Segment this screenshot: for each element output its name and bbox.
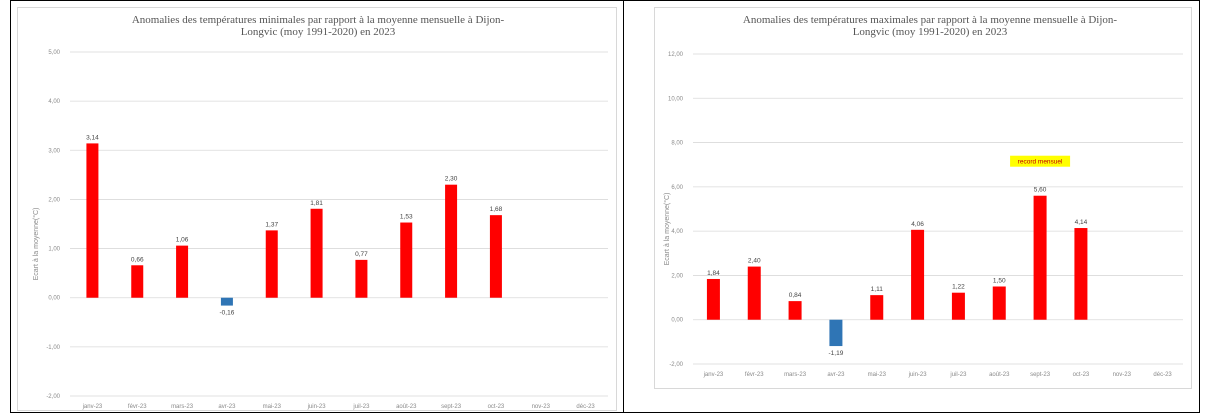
x-tick-label: févr-23 <box>745 372 764 378</box>
x-tick-label: mai-23 <box>868 372 887 378</box>
data-label: 5,60 <box>1034 187 1047 194</box>
bar <box>489 215 502 298</box>
chart-max-temperature: Anomalies des températures maximales par… <box>663 14 1183 378</box>
y-tick-label: 8,00 <box>671 141 683 147</box>
x-tick-label: oct-23 <box>1073 372 1090 378</box>
x-tick-label: avr-23 <box>827 372 845 378</box>
data-label: 0,77 <box>355 251 368 258</box>
x-tick-label: déc-23 <box>576 404 595 410</box>
x-tick-label: août-23 <box>396 404 417 410</box>
data-label: 1,37 <box>265 221 278 228</box>
x-tick-label: juil-23 <box>352 404 370 410</box>
y-axis-label: Ecart à la moyenne(°C) <box>32 208 40 281</box>
y-tick-label: 0,00 <box>48 296 60 302</box>
y-tick-label: 1,00 <box>48 247 60 253</box>
x-tick-label: mars-23 <box>784 372 807 378</box>
data-label: 1,22 <box>952 284 965 291</box>
x-tick-label: janv-23 <box>703 372 724 378</box>
data-label: -0,16 <box>220 310 235 317</box>
chart-title-line: Longvic (moy 1991-2020) en 2023 <box>853 26 1008 38</box>
x-tick-label: avr-23 <box>218 404 236 410</box>
y-tick-label: 6,00 <box>671 185 683 191</box>
y-tick-label: 2,00 <box>48 197 60 203</box>
x-tick-label: janv-23 <box>82 404 103 410</box>
bar <box>911 229 925 320</box>
x-tick-label: juil-23 <box>949 372 967 378</box>
data-label: 1,11 <box>871 286 884 293</box>
y-tick-label: 10,00 <box>668 96 684 102</box>
bar <box>355 259 368 298</box>
x-tick-label: mai-23 <box>263 404 282 410</box>
bar <box>310 208 323 298</box>
record-annotation: record mensuel <box>1010 155 1071 167</box>
x-tick-label: sept-23 <box>1030 372 1051 378</box>
y-tick-label: 0,00 <box>671 318 683 324</box>
x-tick-label: mars-23 <box>171 404 194 410</box>
chart-min-temperature: Anomalies des températures minimales par… <box>32 14 608 410</box>
y-tick-label: 4,00 <box>671 229 683 235</box>
chart-title-line: Anomalies des températures minimales par… <box>132 14 505 26</box>
data-label: 4,06 <box>911 221 924 228</box>
bar <box>992 286 1006 320</box>
x-tick-label: févr-23 <box>128 404 147 410</box>
y-tick-label: -1,00 <box>46 345 60 351</box>
chart-max-temperature-frame: Anomalies des températures maximales par… <box>654 7 1192 389</box>
bar <box>829 319 843 347</box>
right-table-cell: Anomalies des températures maximales par… <box>624 0 1200 413</box>
data-label: 0,66 <box>131 256 144 263</box>
bar <box>747 266 761 320</box>
bar <box>951 292 965 320</box>
x-tick-label: sept-23 <box>441 404 462 410</box>
x-tick-label: nov-23 <box>1113 372 1132 378</box>
x-tick-label: déc-23 <box>1153 372 1172 378</box>
x-tick-label: juin-23 <box>307 404 327 410</box>
y-tick-label: 12,00 <box>668 52 684 58</box>
annotation-label: record mensuel <box>1018 159 1063 166</box>
data-label: 4,14 <box>1075 219 1088 226</box>
y-tick-label: 2,00 <box>671 273 683 279</box>
data-label: 1,84 <box>707 270 720 277</box>
y-tick-label: -2,00 <box>669 362 683 368</box>
bar <box>870 295 884 320</box>
data-label: 2,40 <box>748 258 761 265</box>
y-tick-label: 5,00 <box>48 50 60 56</box>
y-tick-label: 4,00 <box>48 99 60 105</box>
bar <box>1074 228 1088 320</box>
y-axis-label: Ecart à la moyenne(°C) <box>663 193 671 266</box>
data-label: 2,30 <box>445 176 458 183</box>
x-tick-label: oct-23 <box>488 404 505 410</box>
chart-title-line: Anomalies des températures maximales par… <box>743 14 1118 26</box>
chart-title-line: Longvic (moy 1991-2020) en 2023 <box>241 26 396 38</box>
x-tick-label: août-23 <box>989 372 1010 378</box>
bar <box>788 301 802 320</box>
bar <box>131 265 144 298</box>
y-tick-label: 3,00 <box>48 148 60 154</box>
data-label: 1,53 <box>400 214 413 221</box>
y-tick-label: -2,00 <box>46 394 60 400</box>
data-label: 3,14 <box>86 134 99 141</box>
bar <box>265 230 278 298</box>
x-tick-label: nov-23 <box>532 404 551 410</box>
annotation-box <box>1010 155 1071 167</box>
bar <box>1033 195 1047 320</box>
data-label: -1,19 <box>829 350 844 357</box>
bar <box>400 222 413 298</box>
data-label: 1,06 <box>176 237 189 244</box>
bar <box>86 143 99 298</box>
bar <box>706 278 720 320</box>
bar <box>220 297 233 306</box>
data-label: 1,50 <box>993 278 1006 285</box>
bar <box>445 184 458 298</box>
data-label: 0,84 <box>789 292 802 299</box>
data-label: 1,68 <box>490 206 503 213</box>
chart-min-temperature-frame: Anomalies des températures minimales par… <box>17 7 617 411</box>
bar <box>176 245 189 298</box>
left-table-cell: Anomalies des températures minimales par… <box>10 0 624 413</box>
x-tick-label: juin-23 <box>908 372 928 378</box>
data-label: 1,81 <box>310 200 323 207</box>
